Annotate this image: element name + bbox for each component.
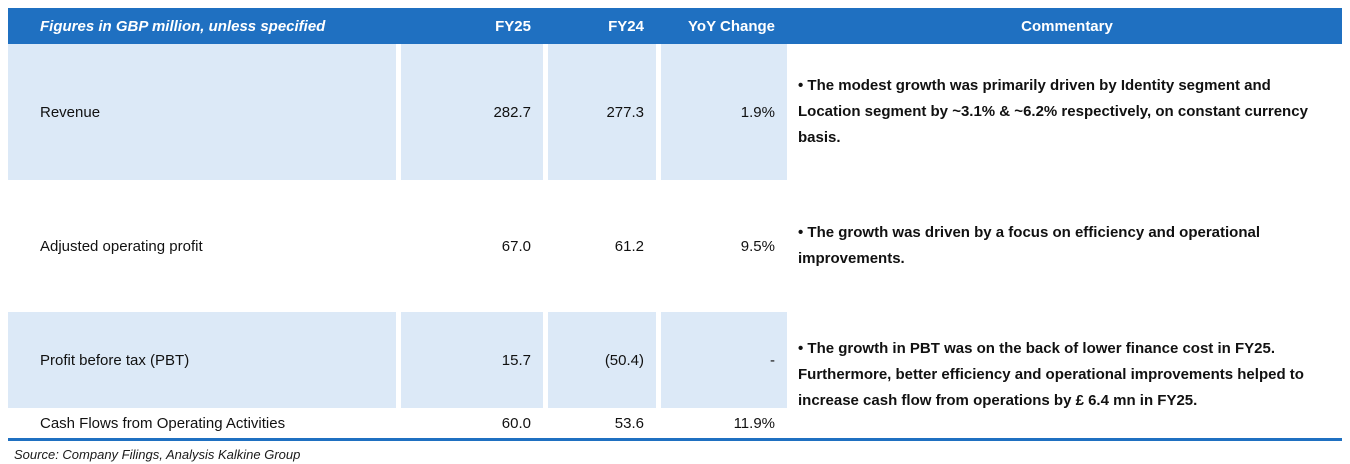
- financial-summary-table: Figures in GBP million, unless specified…: [8, 8, 1342, 441]
- row-adjusted-operating-profit-yoy: 9.5%: [740, 237, 775, 255]
- row-cash-flows-fy24: 53.6: [614, 414, 644, 432]
- source-note: Source: Company Filings, Analysis Kalkin…: [14, 447, 301, 462]
- row-adjusted-operating-profit-label: Adjusted operating profit: [40, 237, 203, 255]
- row-revenue-fy24: 277.3: [548, 44, 656, 180]
- row-pbt-fy24: (50.4): [548, 312, 656, 408]
- row-revenue-fy25: 282.7: [401, 44, 543, 180]
- commentary-adjusted-operating-profit: • The growth was driven by a focus on ef…: [798, 224, 1261, 267]
- table-header-row: Figures in GBP million, unless specified…: [8, 8, 1342, 44]
- row-cash-flows-fy25: 60.0: [501, 414, 531, 432]
- row-revenue-yoy: 1.9%: [661, 44, 787, 180]
- header-fy25: FY25: [495, 17, 531, 35]
- header-figures-label: Figures in GBP million, unless specified: [40, 17, 326, 35]
- table-body: Revenue 282.7 277.3 1.9% • The modest gr…: [8, 44, 1342, 438]
- header-yoy-change: YoY Change: [688, 17, 775, 35]
- commentary-revenue: • The modest growth was primarily driven…: [798, 77, 1308, 146]
- row-adjusted-operating-profit-fy25: 67.0: [501, 237, 531, 255]
- row-cash-flows-yoy: 11.9%: [733, 414, 775, 432]
- header-commentary: Commentary: [1021, 17, 1113, 35]
- row-pbt-yoy: -: [661, 312, 787, 408]
- row-adjusted-operating-profit-fy24: 61.2: [614, 237, 644, 255]
- commentary-pbt-and-cash-flows: • The growth in PBT was on the back of l…: [798, 340, 1304, 409]
- row-revenue-label: Revenue: [8, 44, 396, 180]
- row-pbt-label: Profit before tax (PBT): [8, 312, 396, 408]
- row-pbt-fy25: 15.7: [401, 312, 543, 408]
- header-fy24: FY24: [608, 17, 644, 35]
- row-cash-flows-label: Cash Flows from Operating Activities: [40, 414, 286, 432]
